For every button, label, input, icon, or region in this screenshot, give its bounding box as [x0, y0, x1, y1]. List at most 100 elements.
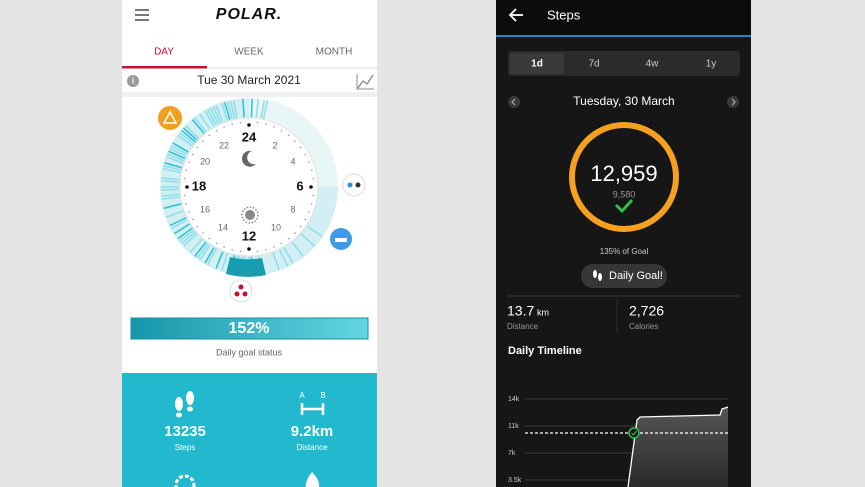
dial-tick	[223, 246, 225, 248]
dial-tick	[208, 134, 211, 137]
activity-marker[interactable]	[158, 106, 182, 130]
ring-stripe	[181, 231, 196, 245]
prev-glyph	[511, 98, 516, 106]
dial-tick	[208, 237, 211, 240]
dial-tick	[294, 232, 296, 234]
ring-stripe	[183, 233, 198, 247]
distance-icon	[300, 403, 325, 415]
dial-tick	[191, 218, 194, 221]
ring-stripe	[196, 243, 209, 259]
dial-tick	[280, 129, 283, 132]
date: Tue 30 March 2021	[197, 73, 301, 87]
range-tab[interactable]: 1d	[531, 59, 543, 70]
tab[interactable]: WEEK	[234, 47, 264, 58]
ring-stripe	[206, 108, 217, 126]
info-glyph: i	[132, 77, 134, 86]
dial-tick	[299, 225, 302, 228]
dial-tick	[185, 185, 189, 189]
date: Tuesday, 30 March	[573, 94, 674, 108]
training-marker[interactable]	[229, 279, 253, 303]
dial-tick	[308, 211, 310, 213]
badge[interactable]	[581, 264, 667, 288]
dial-tick	[196, 146, 199, 149]
dial-tick	[273, 246, 275, 248]
dial-tick	[310, 203, 313, 205]
dial-tick	[256, 121, 259, 124]
ring-stripe	[199, 244, 211, 261]
ring-stripe	[229, 100, 236, 119]
dial-label: 20	[200, 156, 210, 166]
dial-tick	[196, 225, 199, 228]
metric-unit: km	[537, 307, 549, 317]
dial-tick	[280, 242, 283, 245]
ring-stripe	[283, 247, 294, 264]
dial-tick	[247, 123, 251, 127]
stats-panel	[122, 373, 377, 487]
next-glyph	[731, 98, 736, 106]
dial-tick	[185, 169, 188, 171]
ring-stripe	[291, 241, 304, 257]
garmin-app: Steps 1d 7d 4w 1y Tuesday, 30 March 12,9…	[496, 0, 751, 487]
range-tab[interactable]: 7d	[588, 59, 599, 70]
tab[interactable]: MONTH	[316, 47, 353, 58]
ring-stripe	[189, 238, 203, 253]
icon-partial	[174, 474, 196, 487]
step-goal: 9,580	[613, 189, 636, 199]
ring-stripe	[166, 156, 184, 164]
dot	[238, 284, 244, 290]
ring-stripe	[221, 253, 229, 271]
dial-tick	[231, 123, 233, 126]
tab[interactable]: DAY	[154, 47, 174, 58]
trend-icon[interactable]	[357, 74, 374, 89]
feet-icon	[593, 270, 597, 278]
prev-day[interactable]	[508, 96, 520, 108]
ring-stripe	[161, 193, 180, 197]
icon-letter: B	[320, 391, 325, 400]
metric-value: 13.7	[507, 303, 534, 319]
range-tab[interactable]: 1y	[706, 59, 717, 70]
ring-stripe	[260, 100, 266, 119]
dial-tick	[188, 161, 190, 163]
ring-stripe	[191, 119, 205, 134]
stat-value: 13235	[164, 423, 206, 440]
dial-tick	[299, 146, 302, 149]
hr-marker[interactable]	[342, 173, 366, 197]
ring-stripe	[204, 110, 215, 127]
ring-stripe	[173, 223, 191, 235]
dial-tick	[215, 242, 218, 245]
ring-stripe	[262, 100, 269, 119]
dial-tick	[231, 248, 233, 251]
back-button[interactable]	[508, 8, 523, 22]
ring-stripe	[194, 117, 207, 133]
axis-label: 11k	[508, 423, 519, 430]
info-icon[interactable]	[127, 75, 139, 87]
feet-icon	[598, 273, 602, 281]
dial-tick	[265, 248, 267, 251]
range-tab[interactable]: 4w	[646, 59, 660, 70]
ring-stripe	[215, 251, 224, 269]
ring-stripe	[232, 100, 238, 119]
dial-tick	[256, 250, 259, 253]
ring-stripe	[199, 113, 211, 130]
dial-tick	[294, 140, 296, 142]
dial-label: 8	[290, 204, 295, 214]
ring-stripe	[170, 219, 188, 230]
menu-icon[interactable]	[135, 9, 149, 21]
goal-bar	[130, 317, 369, 340]
ring-stripe	[255, 99, 259, 118]
ring-light	[249, 98, 338, 187]
dial-label: 10	[271, 222, 281, 232]
metric-label: Calories	[629, 322, 658, 331]
dial-tick	[273, 126, 275, 128]
dial-label: 2	[272, 140, 277, 150]
next-day[interactable]	[727, 96, 739, 108]
ring-stripe	[164, 161, 182, 169]
dial-tick	[247, 247, 251, 251]
dial-tick	[239, 250, 242, 253]
ring-stripe	[181, 129, 196, 143]
dial-label: 14	[218, 222, 228, 232]
ring-stripe	[168, 150, 186, 160]
ring-stripe	[163, 203, 182, 210]
badge-text: Daily Goal!	[609, 270, 663, 282]
ring-stripe	[206, 248, 217, 266]
